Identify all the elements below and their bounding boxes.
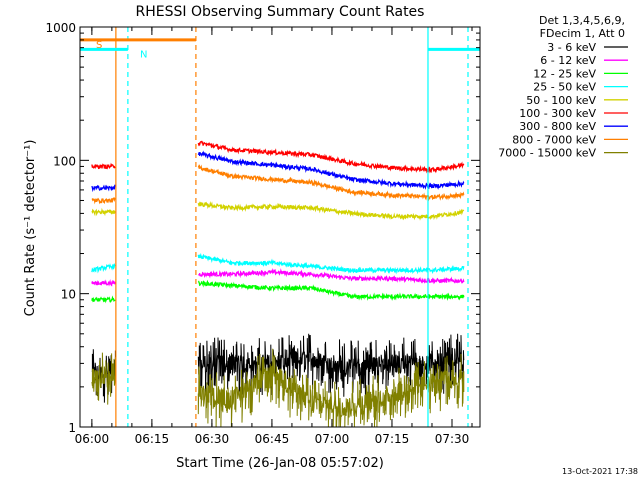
x-axis-label: Start Time (26-Jan-08 05:57:02)	[176, 456, 384, 471]
series-line-50-100-kev-seg-0	[91, 207, 116, 217]
plot-area: SN	[80, 27, 480, 428]
series-line-300-800-kev-seg-1	[197, 150, 465, 190]
series-line-7000-15000-kev-seg-0	[91, 352, 116, 405]
series-line-25-50-kev-seg-0	[91, 262, 116, 274]
legend: Det 1,3,4,5,6,9, FDecim 1, Att 0 3 - 6 k…	[498, 14, 628, 160]
legend-label-6: 300 - 800 keV	[519, 120, 596, 133]
series-line-7000-15000-kev-seg-1	[197, 348, 465, 428]
series-line-12-25-kev-seg-0	[91, 295, 116, 304]
series-line-100-300-kev-seg-1	[197, 140, 465, 174]
legend-header-line-1: Det 1,3,4,5,6,9,	[539, 14, 625, 27]
legend-label-5: 100 - 300 keV	[519, 107, 596, 120]
series-line-50-100-kev-seg-1	[197, 200, 465, 221]
x-tick-label-5: 07:15	[375, 432, 410, 446]
annotation-label-n: N	[140, 49, 147, 60]
legend-label-4: 50 - 100 keV	[526, 94, 596, 107]
x-tick-label-6: 07:30	[435, 432, 470, 446]
y-tick-label-3: 1000	[45, 21, 76, 35]
legend-label-1: 6 - 12 keV	[540, 54, 596, 67]
series-line-100-300-kev-seg-0	[91, 162, 116, 170]
series-line-300-800-kev-seg-0	[91, 184, 117, 193]
series-line-3-6-kev-seg-1	[197, 333, 465, 398]
chart-title: RHESSI Observing Summary Count Rates	[136, 4, 425, 20]
y-tick-label-0: 1	[68, 421, 76, 435]
annotation-label-s: S	[96, 40, 102, 51]
x-tick-label-2: 06:30	[195, 432, 230, 446]
legend-label-2: 12 - 25 keV	[533, 67, 596, 80]
x-tick-label-0: 06:00	[75, 432, 110, 446]
y-tick-label-1: 10	[61, 288, 76, 302]
series-line-12-25-kev-seg-1	[197, 279, 465, 301]
axes: 1 10 100 1000 06:00 06:15 06:30 06:45 07:00 07:15…	[45, 21, 481, 446]
legend-label-3: 25 - 50 keV	[533, 81, 596, 94]
series-line-6-12-kev-seg-1	[198, 268, 465, 285]
series-line-800-7000-kev-seg-1	[197, 164, 465, 202]
legend-label-7: 800 - 7000 keV	[512, 133, 596, 146]
x-tick-label-4: 07:00	[315, 432, 350, 446]
legend-header-line-2: FDecim 1, Att 0	[540, 27, 625, 40]
footer-timestamp: 13-Oct-2021 17:38	[562, 467, 638, 476]
legend-label-8: 7000 - 15000 keV	[498, 147, 596, 160]
x-tick-label-3: 06:45	[255, 432, 290, 446]
series-line-25-50-kev-seg-1	[197, 252, 465, 275]
series-line-6-12-kev-seg-0	[91, 279, 117, 287]
plot-frame	[79, 26, 481, 428]
series-line-800-7000-kev-seg-0	[91, 196, 116, 205]
x-tick-label-1: 06:15	[135, 432, 170, 446]
y-axis-label: Count Rate (s⁻¹ detector⁻¹)	[23, 140, 38, 317]
y-tick-label-2: 100	[53, 154, 76, 168]
legend-label-0: 3 - 6 keV	[547, 41, 596, 54]
